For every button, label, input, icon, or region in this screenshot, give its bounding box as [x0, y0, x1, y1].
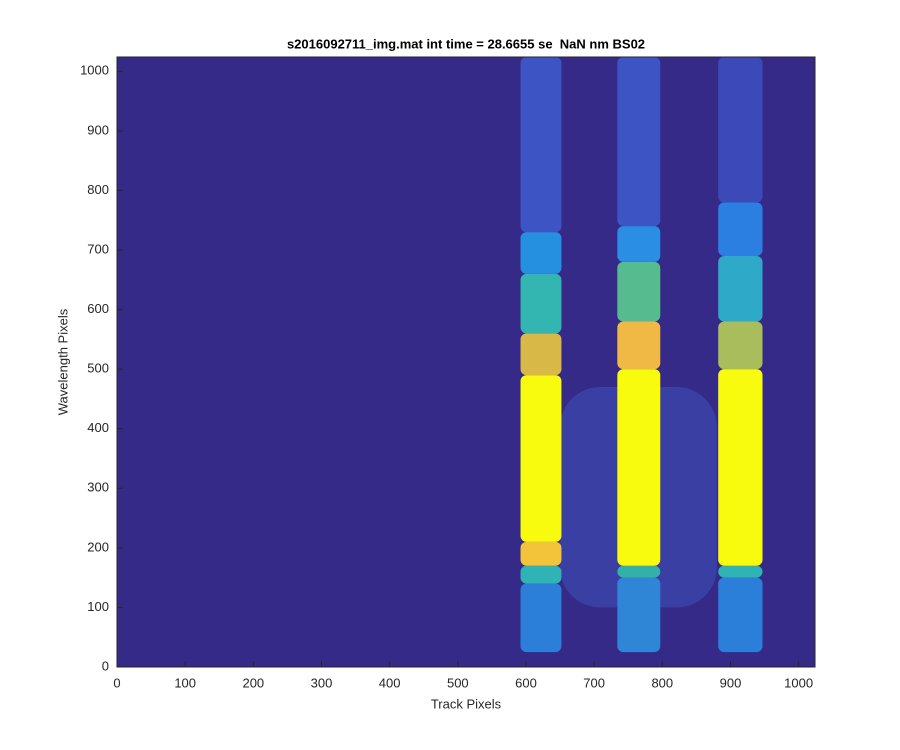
axes-frame	[116, 56, 816, 668]
x-tick-label: 300	[311, 675, 333, 690]
image-region	[520, 232, 562, 274]
x-tick-label: 1000	[784, 675, 813, 690]
y-tick-label: 800	[87, 182, 109, 197]
x-axis-label: Track Pixels	[431, 696, 502, 711]
image-region	[718, 321, 763, 370]
y-tick-label: 500	[87, 361, 109, 376]
y-tick-label: 400	[87, 420, 109, 435]
image-region	[617, 261, 661, 322]
x-tick-label: 500	[447, 675, 469, 690]
image-region	[617, 565, 661, 578]
image-region	[520, 375, 562, 542]
image-region	[520, 333, 562, 376]
image-region	[617, 321, 661, 370]
x-tick-label: 0	[113, 675, 120, 690]
x-tick-label: 100	[174, 675, 196, 690]
x-tick-label: 700	[583, 675, 605, 690]
y-tick-label: 200	[87, 539, 109, 554]
image-region	[520, 541, 562, 566]
x-tick-label: 400	[379, 675, 401, 690]
y-tick-label: 1000	[80, 63, 109, 78]
y-tick-label: 300	[87, 480, 109, 495]
image-region	[520, 583, 562, 653]
image-region	[718, 255, 763, 322]
y-tick-label: 0	[102, 658, 109, 673]
x-tick-label: 600	[515, 675, 537, 690]
image-region	[617, 226, 661, 262]
y-axis-label: Wavelength Pixels	[55, 308, 70, 415]
image-region	[718, 202, 763, 256]
image-region	[520, 273, 562, 334]
y-tick-label: 600	[87, 301, 109, 316]
image-region	[718, 369, 763, 566]
y-tick-label: 100	[87, 599, 109, 614]
image-region	[617, 57, 661, 227]
image-region	[617, 577, 661, 653]
y-tick-label: 900	[87, 122, 109, 137]
image-region	[718, 577, 763, 653]
image-region	[718, 57, 763, 203]
x-tick-label: 200	[242, 675, 264, 690]
image-region	[520, 565, 562, 584]
image-region	[617, 369, 661, 566]
chart-title: s2016092711_img.mat int time = 28.6655 s…	[287, 36, 645, 51]
image-region	[718, 565, 763, 578]
y-tick-label: 700	[87, 241, 109, 256]
x-tick-label: 900	[720, 675, 742, 690]
x-tick-label: 800	[651, 675, 673, 690]
image-region	[520, 57, 562, 233]
